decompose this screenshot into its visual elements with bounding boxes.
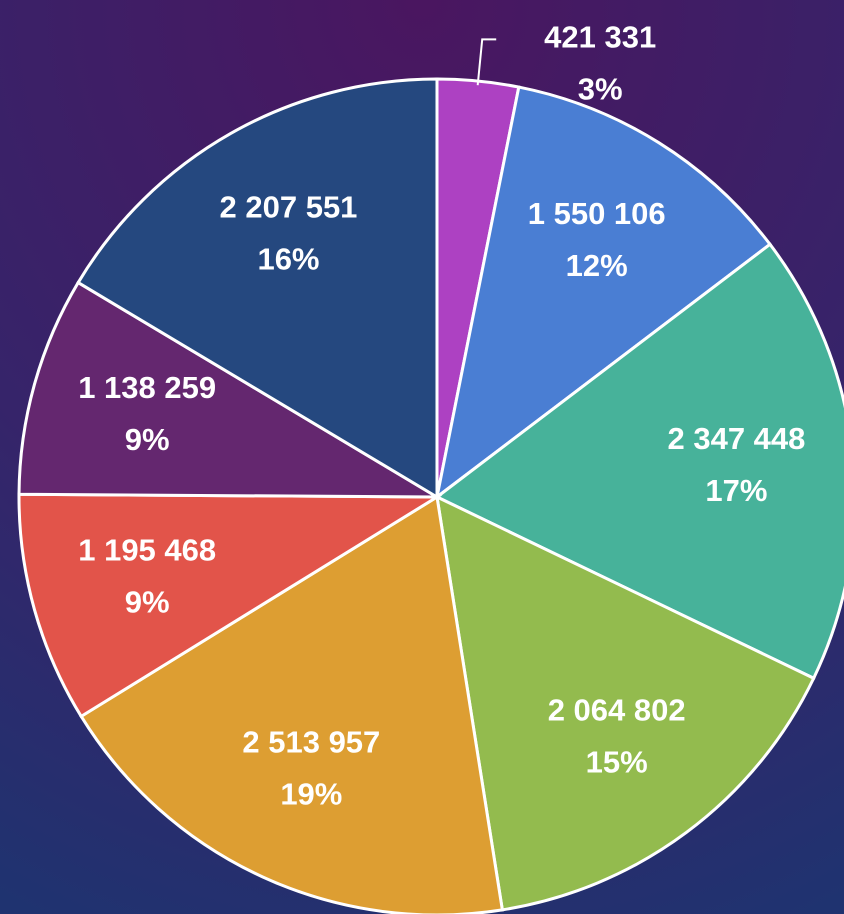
pie-slice — [17, 280, 443, 499]
value-label: 1 138 259 — [78, 370, 216, 405]
leader-line — [476, 38, 497, 86]
pie-slice — [434, 85, 773, 501]
percent-label: 17% — [705, 473, 767, 508]
value-label: 2 207 551 — [220, 189, 358, 224]
percent-label: 15% — [586, 745, 648, 780]
pie-slice — [17, 492, 443, 719]
pie-slice — [434, 242, 844, 681]
value-label: 2 513 957 — [242, 725, 380, 760]
value-label: 2 347 448 — [667, 421, 805, 456]
percent-label: 16% — [257, 241, 319, 276]
pie-slice — [435, 494, 816, 912]
value-label: 2 064 802 — [548, 693, 686, 728]
percent-label: 12% — [566, 248, 628, 283]
percent-label: 9% — [125, 422, 170, 457]
value-label: 421 331 — [544, 20, 656, 55]
value-label: 1 195 468 — [78, 532, 216, 567]
pie-slice — [76, 77, 439, 500]
percent-label: 19% — [280, 777, 342, 812]
value-label: 1 550 106 — [528, 196, 666, 231]
pie-slice — [79, 494, 505, 914]
percent-label: 3% — [578, 72, 623, 107]
percent-label: 9% — [125, 584, 170, 619]
